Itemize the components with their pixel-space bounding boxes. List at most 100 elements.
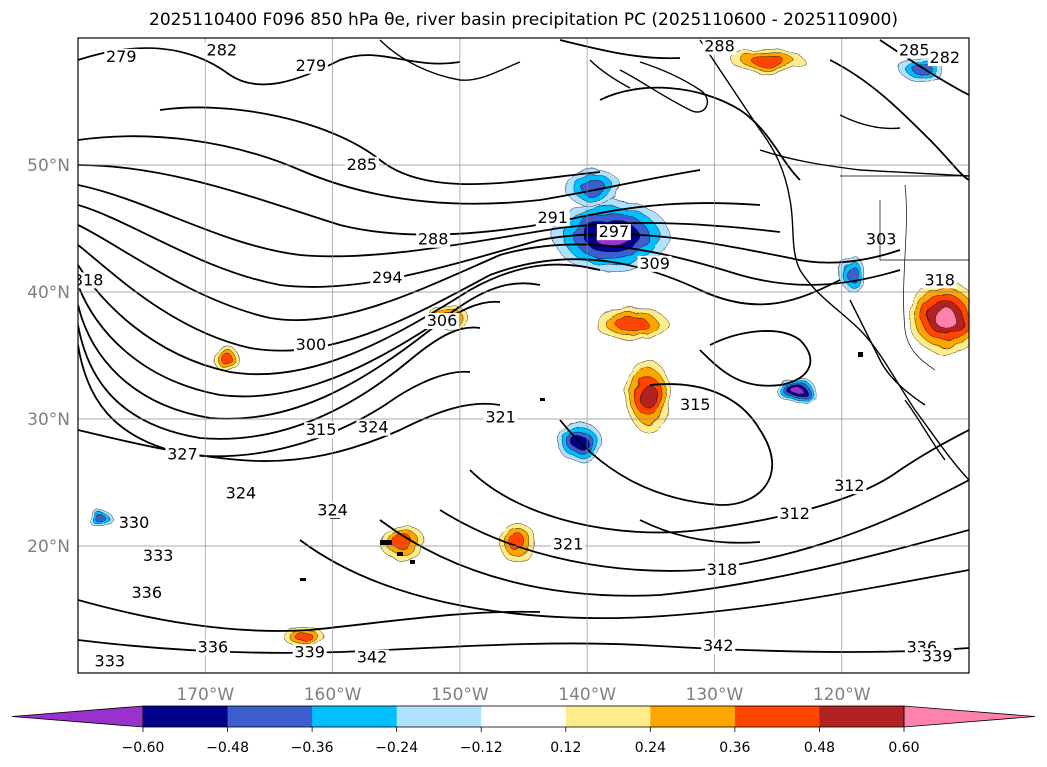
colorbar-segment-2: [227, 706, 313, 727]
contour-label-37: 333: [95, 651, 126, 670]
theta-e-contours: [78, 39, 969, 654]
colorbar-segment-5: [481, 706, 567, 727]
contour-label-bg-19: [356, 419, 391, 436]
latitude-tick-labels: 20°N 30°N 40°N 50°N: [27, 156, 70, 557]
contour-label-3: 288: [704, 37, 735, 56]
contour-label-bg-6: [344, 156, 379, 173]
lat-tick-label-1: 30°N: [27, 410, 70, 430]
precip-level-15-2: [846, 264, 858, 282]
contour-label-16: 300: [296, 335, 327, 354]
contour-label-21: 327: [167, 444, 198, 463]
contour-label-10: 303: [866, 230, 897, 249]
contour-label-bg-26: [117, 514, 152, 531]
contour-label-bg-16: [293, 337, 328, 354]
map-frame: [77, 37, 970, 674]
contour-label-bg-0: [104, 48, 139, 65]
contour-label-bg-10: [864, 231, 899, 248]
colorbar-extend-low: [11, 705, 144, 728]
contour-label-12: 294: [372, 268, 403, 287]
contour-label-34: 342: [703, 636, 734, 655]
colorbar-segment-8: [734, 706, 820, 727]
colorbar-tick-labels: −0.60 −0.48 −0.36 −0.24 −0.12 0.12 0.24 0.36 0.4…: [122, 727, 920, 756]
precip-blob-2: [776, 378, 818, 404]
colorbar-segment-1: [143, 706, 229, 727]
contour-label-27: 333: [143, 546, 174, 565]
contour-label-bg-7: [535, 210, 570, 227]
precip-level-2-4: [791, 387, 804, 395]
contour-label-bg-1: [204, 42, 239, 59]
lon-tick-label-5: 120°W: [813, 685, 871, 705]
contour-label-bg-9: [416, 231, 451, 248]
contour-label-7: 291: [538, 208, 569, 227]
colorbar-segment-7: [650, 706, 736, 727]
contour-label-bg-3: [702, 38, 737, 55]
contour-label-32: 339: [294, 642, 325, 661]
contour-label-bg-4: [897, 42, 932, 59]
colorbar-segment-9: [819, 706, 905, 727]
contour-label-18: 321: [485, 408, 516, 427]
contour-label-bg-21: [165, 446, 200, 463]
contour-label-13: 318: [73, 270, 104, 289]
colorbar-tick-label-2: −0.36: [291, 740, 334, 756]
contour-label-30: 336: [131, 583, 162, 602]
lon-tick-label-0: 170°W: [176, 685, 234, 705]
contour-label-bg-13: [78, 272, 106, 289]
precip-level-6-4: [934, 306, 956, 328]
contour-label-bg-23: [223, 485, 258, 502]
lat-tick-label-3: 50°N: [27, 156, 70, 176]
contour-label-5: 282: [930, 48, 961, 67]
precip-blob-8: [212, 348, 242, 371]
contour-label-1: 282: [207, 41, 238, 60]
colorbar-segment-6: [565, 706, 651, 727]
contour-label-bg-15: [425, 313, 460, 330]
colorbar-tick-label-3: −0.24: [375, 740, 418, 756]
contour-label-bg-36: [920, 648, 955, 665]
contour-label-33: 342: [357, 648, 388, 667]
colorbar-segment-4: [396, 706, 482, 727]
colorbar-tick-label-1: −0.48: [206, 740, 249, 756]
contour-label-17: 315: [680, 395, 711, 414]
contour-label-bg-34: [701, 638, 736, 655]
contour-label-bg-2: [293, 57, 328, 74]
contour-label-25: 324: [317, 500, 348, 519]
contour-label-bg-17: [678, 396, 713, 413]
contour-label-36: 339: [922, 646, 953, 665]
contour-label-bg-5: [927, 50, 962, 67]
contour-label-23: 324: [226, 484, 257, 503]
contour-label-2: 279: [296, 56, 327, 75]
precip-level-13-2: [95, 515, 107, 524]
lon-tick-label-1: 160°W: [304, 685, 362, 705]
contour-label-20: 315: [306, 420, 337, 439]
contour-label-15: 306: [427, 311, 458, 330]
colorbar-segment-3: [312, 706, 398, 727]
contour-label-bg-28: [551, 536, 586, 553]
contour-label-0: 279: [106, 47, 137, 66]
contour-label-8: 297: [599, 222, 630, 241]
lat-tick-label-0: 20°N: [27, 537, 70, 557]
contour-label-28: 321: [553, 535, 584, 554]
precip-level-7-2: [751, 55, 785, 67]
precip-level-4-3: [640, 383, 657, 409]
contour-label-bg-22: [832, 478, 867, 495]
contour-label-bg-12: [370, 269, 405, 286]
precip-level-8-2: [220, 354, 234, 365]
contour-label-bg-27: [141, 547, 176, 564]
precip-blob-12: [283, 625, 324, 647]
precip-level-14-2: [911, 62, 932, 75]
colorbar-tick-label-6: 0.24: [635, 740, 666, 756]
colorbar-outline: [142, 705, 905, 728]
contour-label-bg-24: [777, 506, 812, 523]
colorbar-tick-label-7: 0.36: [719, 740, 750, 756]
contour-label-31: 336: [198, 637, 229, 656]
precip-blob-13: [88, 511, 114, 528]
contour-label-bg-30: [129, 584, 164, 601]
contour-label-29: 318: [707, 560, 738, 579]
contour-label-22: 312: [834, 476, 865, 495]
precip-level-12-2: [294, 631, 313, 641]
precip-blob-4: [626, 359, 671, 433]
colorbar-extend-high: [903, 705, 1036, 728]
contour-label-bg-37: [92, 653, 127, 670]
contour-label-26: 330: [119, 513, 150, 532]
contour-label-11: 309: [639, 254, 670, 273]
country-borders: [840, 175, 969, 371]
